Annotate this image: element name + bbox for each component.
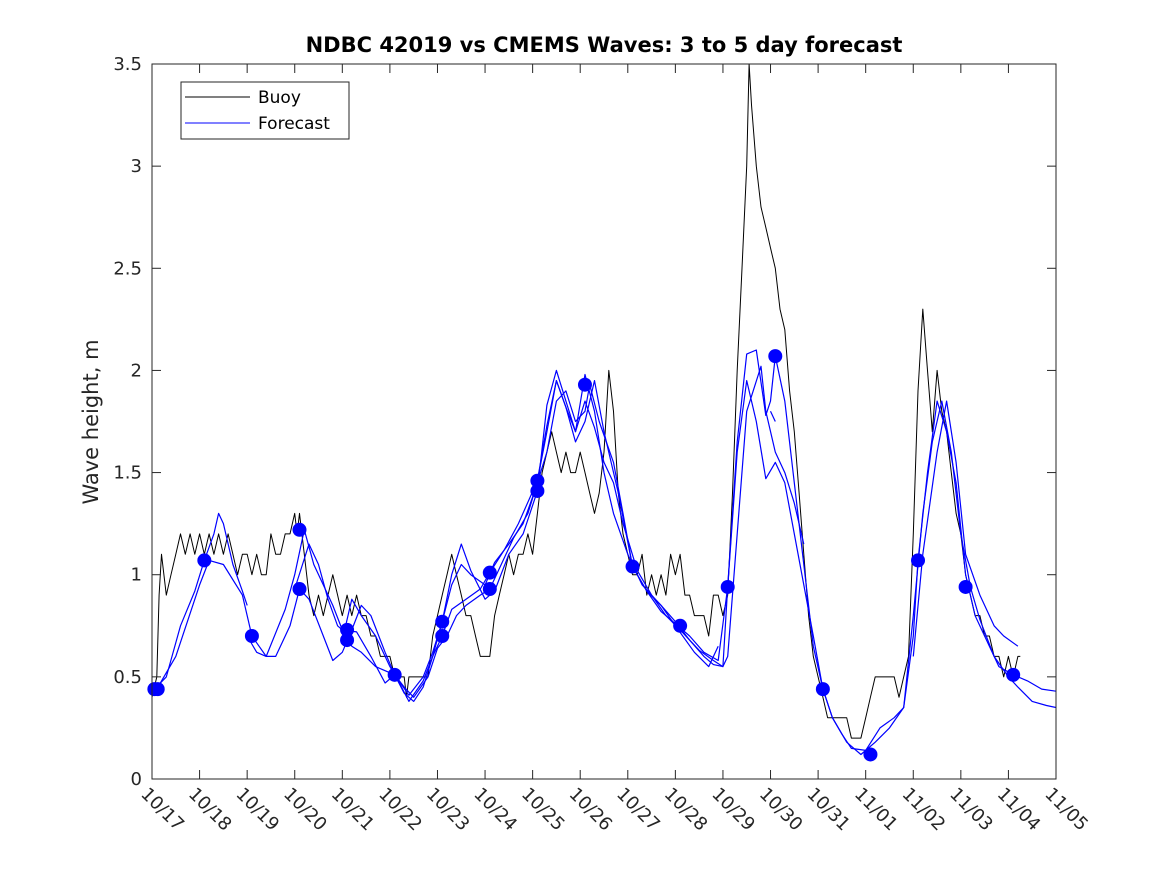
legend-forecast-label: Forecast	[258, 114, 330, 134]
forecast-marker	[577, 377, 592, 392]
legend-box	[180, 81, 350, 140]
y-tick-label: 2	[131, 360, 142, 381]
forecast-marker	[911, 553, 926, 568]
y-tick-label: 0.5	[113, 667, 142, 688]
y-tick-label: 3.5	[113, 54, 142, 75]
forecast-line	[153, 512, 248, 690]
y-tick-label: 2.5	[113, 258, 142, 279]
forecast-marker	[482, 565, 497, 580]
forecast-line	[341, 380, 1056, 756]
plot-area	[152, 64, 1056, 779]
forecast-line	[912, 400, 1019, 657]
forecast-marker	[340, 622, 355, 637]
forecast-marker	[530, 473, 545, 488]
forecast-marker	[530, 483, 545, 498]
legend: Buoy Forecast	[180, 81, 350, 140]
forecast-marker	[958, 579, 973, 594]
forecast-marker	[435, 629, 450, 643]
forecast-line	[769, 411, 776, 422]
forecast-marker	[720, 579, 735, 594]
forecast-marker	[673, 618, 688, 633]
buoy-line	[152, 64, 1021, 739]
forecast-marker	[340, 633, 355, 648]
forecast-line	[246, 365, 805, 703]
forecast-marker	[768, 349, 783, 364]
plot-frame	[151, 63, 1057, 780]
forecast-marker	[815, 682, 830, 697]
forecast-marker	[292, 522, 307, 537]
y-tick-label: 0	[131, 769, 142, 790]
y-tick-label: 1	[131, 565, 142, 586]
chart-title: NDBC 42019 vs CMEMS Waves: 3 to 5 day fo…	[306, 33, 903, 57]
forecast-marker	[387, 667, 402, 682]
forecast-marker	[292, 582, 307, 597]
y-tick-label: 3	[131, 156, 142, 177]
y-tick-label: 1.5	[113, 463, 142, 484]
marker-layer	[147, 349, 1021, 762]
y-axis-label: Wave height, m	[79, 339, 103, 504]
forecast-marker	[435, 614, 450, 629]
forecast-marker	[625, 559, 640, 574]
forecast-marker	[150, 682, 165, 697]
forecast-marker	[482, 582, 497, 597]
forecast-marker	[1006, 667, 1021, 682]
forecast-marker	[197, 553, 212, 568]
legend-buoy-label: Buoy	[258, 88, 301, 108]
forecast-marker	[244, 629, 259, 643]
forecast-marker	[863, 747, 878, 762]
